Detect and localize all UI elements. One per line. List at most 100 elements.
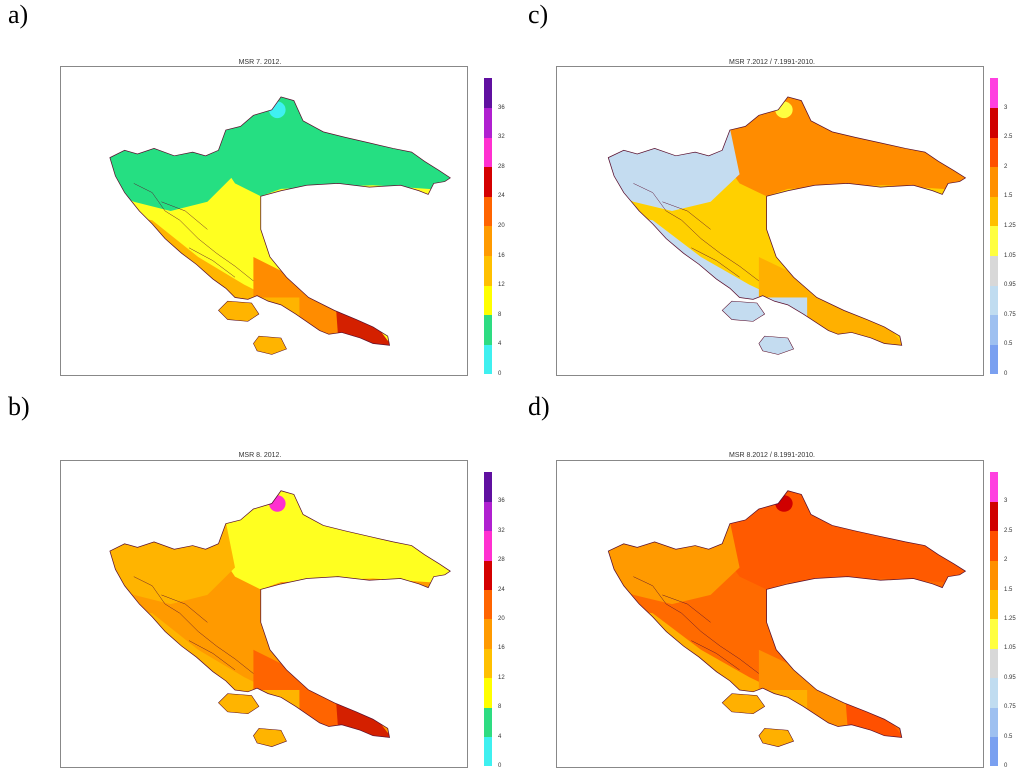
country-outline: [109, 96, 451, 346]
colorbar-tick-label: 28: [498, 163, 505, 170]
country-outline: [109, 490, 451, 738]
map-fill-group: [109, 96, 451, 355]
colorbar-tick-label: 2: [1004, 557, 1008, 564]
zone-islands: [216, 689, 300, 747]
colorbar-segment: [484, 619, 492, 649]
country-outline: [607, 96, 967, 346]
colorbar-segment: [990, 285, 998, 316]
colorbar-tick-label: 36: [498, 498, 505, 505]
island-outline: [758, 728, 795, 747]
colorbar-segment: [484, 589, 492, 620]
map-title-a: MSR 7. 2012.: [238, 59, 282, 66]
colorbar-tick-label: 0: [498, 763, 502, 769]
colorbar-segment: [990, 736, 998, 767]
zone-north: [216, 96, 451, 197]
zone-north: [720, 490, 966, 590]
colorbar-tick-label: 0.5: [1004, 733, 1013, 740]
map-title-d: MSR 8.2012 / 8.1991-2010.: [728, 452, 815, 459]
colorbar-segment: [484, 166, 492, 197]
panel-label-a: a): [8, 0, 29, 29]
colorbar-segment: [484, 501, 492, 532]
county-borders: [133, 576, 254, 674]
zone-tip: [336, 702, 392, 742]
colorbar-tick-label: 0: [1004, 763, 1008, 769]
colorbar-tick-label: 0.95: [1004, 674, 1016, 681]
colorbar-segment: [990, 472, 998, 502]
colorbar-a: 0 4 8 12 16 20 24 28 32 36: [484, 78, 505, 377]
island-outline: [721, 300, 766, 322]
colorbar-segment: [990, 314, 998, 345]
colorbar-tick-label: 0.5: [1004, 341, 1013, 348]
colorbar-segment: [990, 589, 998, 620]
colorbar-segment: [484, 107, 492, 138]
colorbar-segment: [990, 501, 998, 532]
colorbar-segment: [990, 530, 998, 561]
colorbar-segment: [990, 255, 998, 286]
colorbar-c: 0 0.5 0.75 0.95 1.05 1.25 1.5 2 2.5 3: [990, 78, 1016, 377]
colorbar-tick-label: 20: [498, 616, 505, 622]
colorbar-tick-label: 28: [498, 557, 505, 564]
colorbar-tick-label: 8: [498, 704, 502, 711]
colorbar-segment: [484, 472, 492, 502]
island-outline: [218, 300, 260, 322]
colorbar-segment: [484, 344, 492, 375]
map-title-c: MSR 7.2012 / 7.1991-2010.: [728, 59, 815, 66]
croatia-map-d: [607, 490, 967, 747]
colorbar-segment: [484, 196, 492, 227]
colorbar-segment: [484, 530, 492, 561]
croatia-map-c: [607, 96, 967, 355]
colorbar-tick-label: 16: [498, 252, 505, 259]
zone-north: [216, 490, 451, 590]
zone-islands: [216, 297, 300, 355]
map-frame-d: [556, 460, 984, 768]
colorbar-tick-label: 0: [498, 371, 502, 377]
island-outline: [758, 335, 795, 355]
colorbar-tick-label: 1.25: [1004, 616, 1016, 622]
colorbar-tick-label: 24: [498, 586, 505, 593]
colorbar-tick-label: 3: [1004, 104, 1008, 111]
colorbar-tick-label: 8: [498, 311, 502, 318]
island-outline: [721, 693, 766, 715]
colorbar-tick-label: 24: [498, 193, 505, 200]
map-group: [109, 96, 451, 355]
colorbar-segment: [484, 255, 492, 286]
colorbar-tick-label: 32: [498, 527, 505, 534]
map-frame-c: [556, 66, 984, 376]
colorbar-segment: [990, 226, 998, 257]
colorbar-segment: [484, 226, 492, 257]
map-group: [109, 490, 451, 747]
island-outline: [218, 693, 260, 715]
colorbar-segment: [990, 707, 998, 738]
panel-label-d: d): [528, 392, 550, 421]
colorbar-d: 0 0.5 0.75 0.95 1.05 1.25 1.5 2 2.5 3: [990, 472, 1016, 769]
zone-islands: [720, 297, 808, 355]
colorbar-tick-label: 2.5: [1004, 527, 1013, 534]
colorbar-tick-label: 2.5: [1004, 134, 1013, 141]
colorbar-segment: [990, 107, 998, 138]
map-title-b: MSR 8. 2012.: [238, 452, 282, 459]
colorbar-segment: [990, 619, 998, 649]
colorbar-tick-label: 1.25: [1004, 223, 1016, 229]
map-group: [607, 96, 967, 355]
colorbar-tick-label: 32: [498, 134, 505, 141]
colorbar-tick-label: 0.75: [1004, 311, 1016, 318]
colorbar-tick-label: 4: [498, 341, 502, 348]
colorbar-segment: [990, 196, 998, 227]
colorbar-segment: [484, 285, 492, 316]
colorbar-segment: [484, 707, 492, 738]
zone-islands: [720, 689, 808, 747]
colorbar-tick-label: 3: [1004, 498, 1008, 505]
country-outline: [607, 490, 967, 738]
croatia-map-a: [109, 96, 451, 355]
colorbar-segment: [484, 314, 492, 345]
colorbar-segment: [990, 137, 998, 168]
colorbar-segment: [484, 560, 492, 591]
map-fill-group: [608, 490, 966, 747]
colorbar-segment: [990, 166, 998, 197]
croatia-map-b: [109, 490, 451, 747]
colorbar-tick-label: 0.75: [1004, 704, 1016, 711]
colorbar-tick-label: 16: [498, 645, 505, 652]
map-fill-group: [608, 96, 966, 355]
colorbar-segment: [990, 344, 998, 375]
zone-tip: [845, 310, 904, 349]
